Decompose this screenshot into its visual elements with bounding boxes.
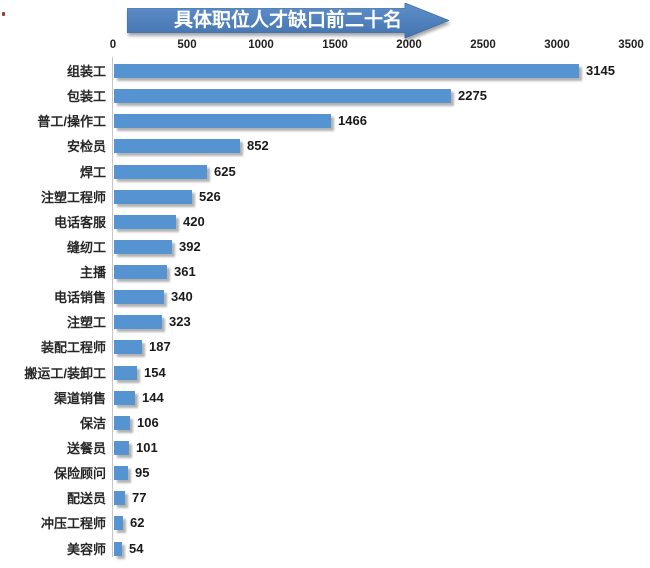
category-label: 组装工	[66, 64, 106, 79]
x-axis-tick-label: 3500	[618, 39, 644, 51]
value-label: 144	[142, 389, 164, 405]
value-label: 1466	[338, 113, 367, 129]
value-label: 852	[247, 138, 269, 154]
bar	[114, 139, 240, 154]
bar	[114, 290, 164, 305]
value-label: 3145	[586, 63, 615, 78]
bar	[114, 214, 176, 229]
category-label: 主播	[79, 265, 106, 280]
value-label: 54	[129, 540, 144, 556]
value-label: 526	[199, 188, 221, 204]
category-label: 保洁	[79, 415, 106, 431]
value-label: 62	[130, 515, 145, 531]
x-axis-tick-label: 2000	[396, 39, 422, 51]
value-label: 154	[144, 364, 166, 380]
x-axis-tick-label: 1000	[248, 39, 274, 51]
bar	[114, 239, 172, 254]
category-label: 装配工程师	[40, 340, 106, 356]
bar	[114, 365, 137, 380]
category-label: 配送员	[66, 491, 106, 507]
value-label: 340	[171, 289, 193, 305]
category-label: 安检员	[66, 139, 106, 155]
bar	[114, 315, 162, 330]
x-axis-tick-label: 0	[109, 39, 117, 51]
category-label: 搬运工/装卸工	[24, 365, 106, 381]
value-label: 2275	[458, 88, 487, 104]
category-label: 电话客服	[53, 214, 106, 230]
bar	[114, 265, 167, 279]
x-axis-tick-label: 500	[177, 39, 197, 51]
category-label: 注塑工程师	[40, 189, 106, 205]
bar	[114, 516, 123, 531]
banner-arrow-shape	[127, 3, 449, 39]
x-axis-tick-label: 2500	[470, 39, 496, 51]
value-label: 95	[135, 465, 150, 481]
red-dot-artifact	[2, 12, 5, 16]
chart-title-banner: 具体职位人才缺口前二十名	[127, 3, 449, 39]
category-label: 电话销售	[53, 290, 106, 306]
category-label: 美容师	[66, 541, 106, 557]
bar	[114, 64, 579, 78]
category-label: 送餐员	[66, 441, 106, 456]
y-axis-line	[112, 57, 113, 557]
category-label: 注塑工	[66, 315, 106, 331]
category-label: 普工/操作工	[37, 114, 106, 130]
category-label: 焊工	[79, 164, 106, 180]
bar	[114, 340, 142, 355]
value-label: 361	[174, 264, 196, 279]
chart-title: 具体职位人才缺口前二十名	[173, 10, 402, 31]
value-label: 106	[137, 414, 159, 430]
value-label: 101	[136, 440, 158, 455]
category-label: 渠道销售	[53, 390, 106, 406]
bar	[114, 189, 192, 204]
bar	[114, 114, 331, 129]
bar	[114, 491, 125, 506]
value-label: 187	[149, 339, 171, 355]
value-label: 323	[169, 314, 191, 330]
x-axis-tick-label: 3000	[544, 39, 570, 51]
bar	[114, 390, 135, 405]
value-label: 420	[183, 213, 205, 229]
bar	[114, 541, 122, 556]
category-label: 冲压工程师	[40, 516, 106, 532]
bar	[114, 89, 451, 104]
value-label: 392	[179, 238, 201, 254]
bar	[114, 441, 129, 455]
category-label: 缝纫工	[66, 239, 106, 255]
banner-polygon	[127, 3, 449, 39]
category-label: 包装工	[66, 89, 106, 105]
bar	[114, 466, 128, 481]
bar	[114, 164, 207, 179]
bar	[114, 415, 130, 430]
value-label: 625	[214, 163, 236, 179]
value-label: 77	[132, 490, 147, 506]
x-axis-tick-label: 1500	[322, 39, 348, 51]
category-label: 保险顾问	[53, 466, 106, 482]
